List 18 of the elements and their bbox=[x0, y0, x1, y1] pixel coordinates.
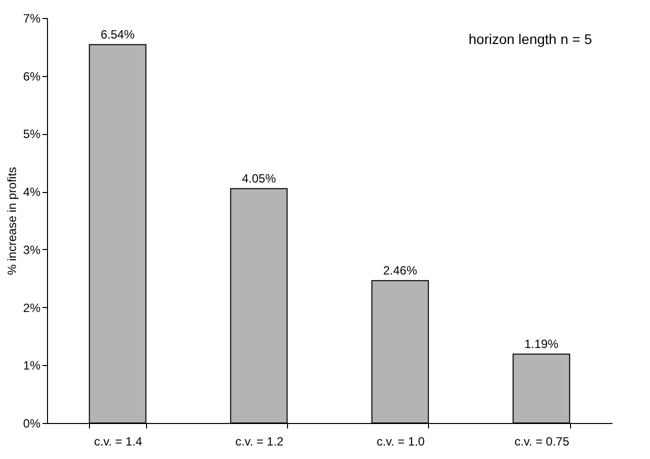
data-label: 6.54% bbox=[100, 28, 135, 42]
y-tick-label: 6% bbox=[23, 69, 41, 84]
y-tick-label: 7% bbox=[23, 12, 41, 26]
data-label: 2.46% bbox=[383, 264, 418, 278]
y-tick-label: 3% bbox=[23, 242, 41, 257]
x-tick-label: c.v. = 1.4 bbox=[94, 434, 143, 448]
y-axis-title: % increase in profits bbox=[5, 166, 20, 276]
y-tick-label: 0% bbox=[23, 416, 41, 430]
y-tick-label: 4% bbox=[23, 185, 41, 200]
data-label: 4.05% bbox=[242, 172, 276, 186]
data-label: 1.19% bbox=[524, 337, 559, 352]
annotation: horizon length n = 5 bbox=[468, 31, 592, 47]
x-tick-label: c.v. = 0.75 bbox=[514, 434, 570, 448]
x-tick-label: c.v. = 1.2 bbox=[235, 434, 284, 448]
y-tick-label: 2% bbox=[23, 300, 41, 315]
y-tick-label: 5% bbox=[23, 127, 41, 142]
x-tick-label: c.v. = 1.0 bbox=[376, 434, 426, 448]
y-tick-label: 1% bbox=[23, 358, 41, 373]
